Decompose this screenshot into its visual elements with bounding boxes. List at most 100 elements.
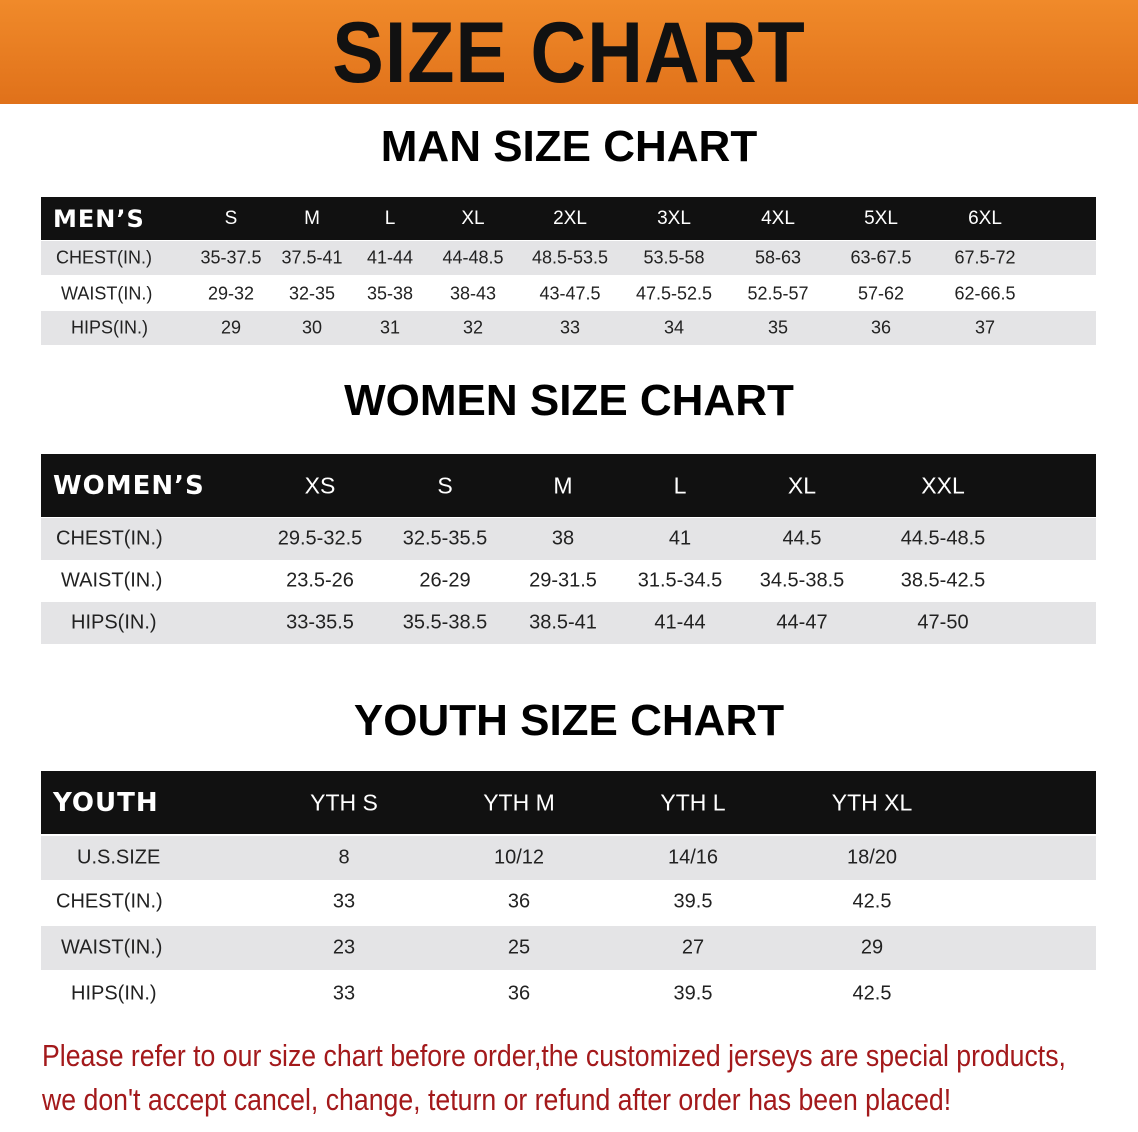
measurement-cell: 39.5 xyxy=(673,982,713,1005)
measurement-cell: 44-48.5 xyxy=(442,247,504,268)
measurement-cell: 42.5 xyxy=(852,982,892,1005)
size-header: L xyxy=(673,472,687,498)
table-row: WAIST(IN.) 23 25 27 29 xyxy=(41,926,1096,970)
notice-line-1: Please refer to our size chart before or… xyxy=(42,1038,1066,1073)
measurement-cell: 47.5-52.5 xyxy=(635,283,713,304)
size-header: YTH XL xyxy=(831,789,913,815)
table-row: HIPS(IN.) 29 30 31 32 33 34 35 36 37 xyxy=(41,311,1096,345)
measurement-cell: 63-67.5 xyxy=(850,247,912,268)
size-header: S xyxy=(224,207,238,229)
header-label: YOUTH xyxy=(53,787,159,818)
row-label: WAIST(IN.) xyxy=(61,936,163,959)
row-label: HIPS(IN.) xyxy=(71,982,157,1005)
measurement-cell: 41-44 xyxy=(654,611,706,634)
measurement-cell: 44.5 xyxy=(782,527,822,550)
measurement-cell: 47-50 xyxy=(917,611,969,634)
banner-title: SIZE CHART xyxy=(332,5,806,101)
row-label: CHEST(IN.) xyxy=(56,247,152,268)
women-section-title: WOMEN SIZE CHART xyxy=(344,376,794,425)
measurement-cell: 27 xyxy=(681,936,705,959)
measurement-cell: 33 xyxy=(332,982,356,1005)
size-header: 4XL xyxy=(761,207,795,229)
measurement-cell: 38-43 xyxy=(449,283,497,304)
measurement-cell: 35.5-38.5 xyxy=(402,611,488,634)
notice-line-2: we don't accept cancel, change, teturn o… xyxy=(42,1082,952,1117)
measurement-cell: 35 xyxy=(767,317,789,338)
row-label: WAIST(IN.) xyxy=(61,569,163,592)
row-label: CHEST(IN.) xyxy=(56,527,163,550)
men-header-row: MEN’S S M L XL 2XL 3XL 4XL 5XL 6XL xyxy=(41,197,1096,240)
measurement-cell: 23.5-26 xyxy=(286,569,354,592)
measurement-cell: 14/16 xyxy=(667,846,719,869)
measurement-cell: 38.5-42.5 xyxy=(900,569,986,592)
measurement-cell: 29.5-32.5 xyxy=(277,527,363,550)
header-label: MEN’S xyxy=(53,204,145,233)
measurement-cell: 36 xyxy=(870,317,892,338)
size-header: S xyxy=(437,472,453,498)
size-header: M xyxy=(553,472,573,498)
measurement-cell: 26-29 xyxy=(419,569,471,592)
measurement-cell: 25 xyxy=(507,936,531,959)
measurement-cell: 29-31.5 xyxy=(529,569,597,592)
size-header: XL xyxy=(461,207,485,229)
measurement-cell: 18/20 xyxy=(846,846,898,869)
table-row: U.S.SIZE 8 10/12 14/16 18/20 xyxy=(41,836,1096,880)
size-header: XL xyxy=(787,472,817,498)
measurement-cell: 37 xyxy=(974,317,996,338)
measurement-cell: 41 xyxy=(668,527,692,550)
size-header: L xyxy=(384,207,396,229)
table-row: CHEST(IN.) 33 36 39.5 42.5 xyxy=(41,880,1096,924)
measurement-cell: 36 xyxy=(507,890,531,913)
row-label: HIPS(IN.) xyxy=(71,611,157,634)
measurement-cell: 39.5 xyxy=(673,890,713,913)
size-header: YTH L xyxy=(660,789,726,815)
measurement-cell: 31 xyxy=(379,317,401,338)
measurement-cell: 38 xyxy=(551,527,575,550)
measurement-cell: 33 xyxy=(559,317,581,338)
row-label: CHEST(IN.) xyxy=(56,890,163,913)
measurement-cell: 57-62 xyxy=(857,283,905,304)
measurement-cell: 10/12 xyxy=(493,846,545,869)
men-section-title: MAN SIZE CHART xyxy=(380,122,758,171)
measurement-cell: 31.5-34.5 xyxy=(637,569,723,592)
measurement-cell: 62-66.5 xyxy=(954,283,1016,304)
size-header: YTH S xyxy=(310,789,378,815)
measurement-cell: 29 xyxy=(860,936,884,959)
measurement-cell: 44.5-48.5 xyxy=(900,527,986,550)
table-row: WAIST(IN.) 29-32 32-35 35-38 38-43 43-47.5 47.… xyxy=(41,277,1096,311)
youth-section-title: YOUTH SIZE CHART xyxy=(353,696,785,745)
table-row: CHEST(IN.) 29.5-32.5 32.5-35.5 38 41 44.5 44.5… xyxy=(41,518,1096,560)
measurement-cell: 23 xyxy=(332,936,356,959)
size-header: M xyxy=(304,207,320,229)
measurement-cell: 30 xyxy=(301,317,323,338)
measurement-cell: 34.5-38.5 xyxy=(759,569,845,592)
size-header: 5XL xyxy=(864,207,898,229)
measurement-cell: 32-35 xyxy=(288,283,336,304)
measurement-cell: 42.5 xyxy=(852,890,892,913)
table-row: HIPS(IN.) 33-35.5 35.5-38.5 38.5-41 41-44 44-… xyxy=(41,602,1096,644)
measurement-cell: 33-35.5 xyxy=(286,611,354,634)
size-header: 2XL xyxy=(553,207,587,229)
size-header: XS xyxy=(304,472,336,498)
youth-header-row: YOUTH YTH S YTH M YTH L YTH XL xyxy=(41,771,1096,834)
measurement-cell: 36 xyxy=(507,982,531,1005)
measurement-cell: 58-63 xyxy=(754,247,802,268)
table-row: HIPS(IN.) 33 36 39.5 42.5 xyxy=(41,972,1096,1016)
measurement-cell: 44-47 xyxy=(776,611,828,634)
size-header: XXL xyxy=(921,472,965,498)
measurement-cell: 43-47.5 xyxy=(539,283,601,304)
size-header: 3XL xyxy=(657,207,691,229)
measurement-cell: 48.5-53.5 xyxy=(531,247,609,268)
table-row: CHEST(IN.) 35-37.5 37.5-41 41-44 44-48.5 48.5… xyxy=(41,241,1096,275)
measurement-cell: 34 xyxy=(663,317,685,338)
measurement-cell: 38.5-41 xyxy=(529,611,597,634)
title-banner: SIZE CHART xyxy=(0,0,1138,104)
row-label: WAIST(IN.) xyxy=(61,283,153,304)
measurement-cell: 29-32 xyxy=(207,283,255,304)
size-header: YTH M xyxy=(483,789,555,815)
measurement-cell: 35-37.5 xyxy=(200,247,262,268)
women-header-row: WOMEN’S XS S M L XL XXL xyxy=(41,454,1096,517)
measurement-cell: 37.5-41 xyxy=(281,247,343,268)
measurement-cell: 67.5-72 xyxy=(954,247,1016,268)
measurement-cell: 41-44 xyxy=(366,247,414,268)
